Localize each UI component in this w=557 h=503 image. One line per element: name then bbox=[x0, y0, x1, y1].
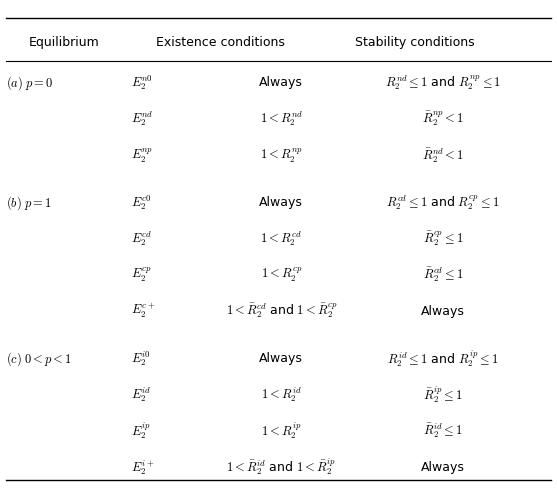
Text: Always: Always bbox=[260, 196, 303, 209]
Text: $1 < R_2^{np}$: $1 < R_2^{np}$ bbox=[260, 146, 303, 164]
Text: Always: Always bbox=[421, 305, 465, 318]
Text: $R_2^{cd} \leq 1$ and $R_2^{cp} \leq 1$: $R_2^{cd} \leq 1$ and $R_2^{cp} \leq 1$ bbox=[386, 194, 500, 212]
Text: $1 < R_2^{ip}$: $1 < R_2^{ip}$ bbox=[261, 421, 302, 441]
Text: $E_2^{id}$: $E_2^{id}$ bbox=[131, 386, 151, 404]
Text: $1 < R_2^{cp}$: $1 < R_2^{cp}$ bbox=[261, 266, 302, 284]
Text: Always: Always bbox=[421, 461, 465, 474]
Text: $(b)\; p = 1$: $(b)\; p = 1$ bbox=[6, 194, 51, 212]
Text: $E_2^{c0}$: $E_2^{c0}$ bbox=[131, 194, 152, 212]
Text: $E_2^{i+}$: $E_2^{i+}$ bbox=[131, 458, 154, 477]
Text: $\bar{R}_2^{id} \leq 1$: $\bar{R}_2^{id} \leq 1$ bbox=[423, 422, 463, 440]
Text: Always: Always bbox=[260, 76, 303, 90]
Text: $(c)\; 0 < p < 1$: $(c)\; 0 < p < 1$ bbox=[6, 350, 72, 368]
Text: $\bar{R}_2^{np} < 1$: $\bar{R}_2^{np} < 1$ bbox=[422, 110, 464, 128]
Text: $\bar{R}_2^{nd} < 1$: $\bar{R}_2^{nd} < 1$ bbox=[422, 146, 464, 164]
Text: $E_2^{cp}$: $E_2^{cp}$ bbox=[131, 266, 152, 284]
Text: $\bar{R}_2^{cd} \leq 1$: $\bar{R}_2^{cd} \leq 1$ bbox=[423, 266, 463, 284]
Text: $(a)\; p = 0$: $(a)\; p = 0$ bbox=[6, 74, 53, 92]
Text: $\bar{R}_2^{ip} \leq 1$: $\bar{R}_2^{ip} \leq 1$ bbox=[423, 385, 463, 405]
Text: $E_2^{c+}$: $E_2^{c+}$ bbox=[131, 302, 155, 320]
Text: $\bar{R}_2^{cp} \leq 1$: $\bar{R}_2^{cp} \leq 1$ bbox=[423, 230, 463, 248]
Text: Existence conditions: Existence conditions bbox=[155, 36, 285, 49]
Text: $E_2^{np}$: $E_2^{np}$ bbox=[131, 146, 153, 164]
Text: $R_2^{nd} \leq 1$ and $R_2^{np} \leq 1$: $R_2^{nd} \leq 1$ and $R_2^{np} \leq 1$ bbox=[385, 74, 501, 92]
Text: $E_2^{i0}$: $E_2^{i0}$ bbox=[131, 350, 150, 368]
Text: $1 < R_2^{nd}$: $1 < R_2^{nd}$ bbox=[260, 110, 303, 128]
Text: $1 < R_2^{cd}$: $1 < R_2^{cd}$ bbox=[261, 230, 302, 248]
Text: $R_2^{id} \leq 1$ and $R_2^{ip} \leq 1$: $R_2^{id} \leq 1$ and $R_2^{ip} \leq 1$ bbox=[387, 349, 499, 369]
Text: $1 < \bar{R}_2^{id}$ and $1 < \bar{R}_2^{ip}$: $1 < \bar{R}_2^{id}$ and $1 < \bar{R}_2^… bbox=[226, 457, 336, 477]
Text: $E_2^{nd}$: $E_2^{nd}$ bbox=[131, 110, 153, 128]
Text: $E_2^{n0}$: $E_2^{n0}$ bbox=[131, 74, 153, 92]
Text: $1 < \bar{R}_2^{cd}$ and $1 < \bar{R}_2^{cp}$: $1 < \bar{R}_2^{cd}$ and $1 < \bar{R}_2^… bbox=[226, 302, 337, 320]
Text: $E_2^{cd}$: $E_2^{cd}$ bbox=[131, 230, 152, 248]
Text: Always: Always bbox=[260, 352, 303, 365]
Text: Equilibrium: Equilibrium bbox=[28, 36, 100, 49]
Text: Stability conditions: Stability conditions bbox=[355, 36, 475, 49]
Text: $E_2^{ip}$: $E_2^{ip}$ bbox=[131, 421, 151, 441]
Text: $1 < R_2^{id}$: $1 < R_2^{id}$ bbox=[261, 386, 302, 404]
